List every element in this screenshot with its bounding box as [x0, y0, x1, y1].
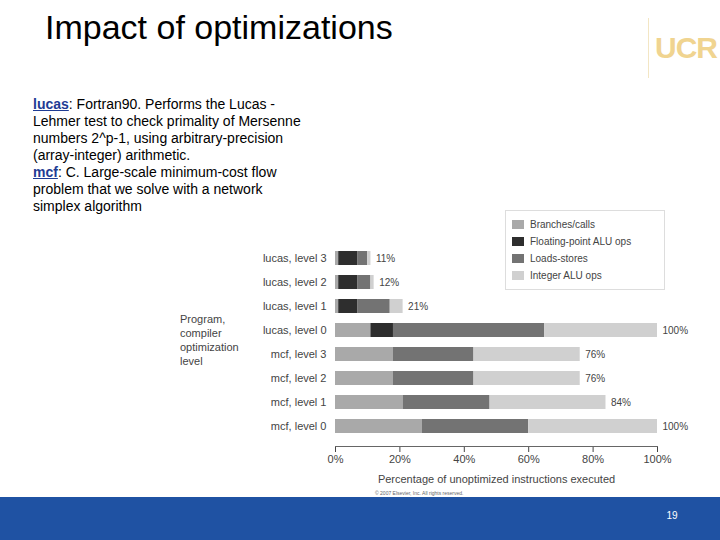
html-text:Branches/calls: Branches/calls [530, 219, 595, 230]
html-text:19: 19 [666, 510, 678, 521]
svg-text:40%: 40% [453, 453, 475, 465]
svg-text:80%: 80% [582, 453, 604, 465]
svg-text:11%: 11% [376, 253, 395, 264]
svg-text:60%: 60% [518, 453, 540, 465]
svg-text:mcf, level 2: mcf, level 2 [271, 372, 327, 384]
html-text:mcf: C. Large-scale minimum-co: mcf: C. Large-scale minimum-cost flow pr… [33, 164, 277, 214]
svg-text:mcf, level 0: mcf, level 0 [271, 420, 327, 432]
svg-text:84%: 84% [611, 397, 631, 408]
html-text:UCR: UCR [655, 31, 717, 64]
svg-text:lucas, level 3: lucas, level 3 [263, 252, 327, 264]
svg-text:0%: 0% [328, 453, 344, 465]
svg-text:100%: 100% [663, 325, 689, 336]
html-text:Program, compiler optimization: Program, compiler optimization level [180, 313, 239, 367]
html-text:Integer ALU ops: Integer ALU ops [530, 270, 602, 281]
svg-text:lucas, level 1: lucas, level 1 [263, 300, 327, 312]
svg-text:mcf, level 1: mcf, level 1 [271, 396, 327, 408]
svg-text:20%: 20% [389, 453, 411, 465]
svg-text:21%: 21% [408, 301, 428, 312]
html-text:Loads-stores: Loads-stores [530, 253, 588, 264]
svg-text:100%: 100% [663, 421, 689, 432]
svg-text:76%: 76% [585, 349, 605, 360]
html-text:© 2007 Elsevier, Inc. All righ: © 2007 Elsevier, Inc. All rights reserve… [375, 490, 464, 496]
html-text:Impact of optimizations: Impact of optimizations [45, 8, 393, 46]
html-text:lucas: Fortran90. Performs the: lucas: Fortran90. Performs the Lucas -Le… [33, 96, 301, 163]
svg-text:lucas, level 2: lucas, level 2 [263, 276, 327, 288]
html-text:Floating-point ALU ops: Floating-point ALU ops [530, 236, 632, 247]
svg-text:Percentage of unoptimized inst: Percentage of unoptimized instructions e… [378, 473, 615, 485]
svg-text:76%: 76% [585, 373, 605, 384]
svg-text:100%: 100% [643, 453, 671, 465]
svg-text:lucas, level 0: lucas, level 0 [263, 324, 327, 336]
svg-text:mcf, level 3: mcf, level 3 [271, 348, 327, 360]
svg-text:12%: 12% [379, 277, 399, 288]
